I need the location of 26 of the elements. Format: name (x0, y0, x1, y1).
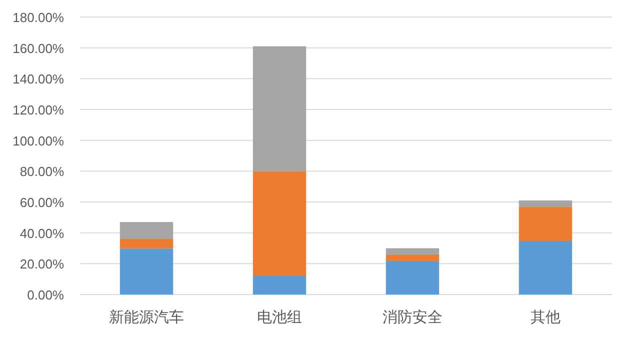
y-tick-label: 160.00% (12, 40, 64, 56)
bar (252, 46, 306, 172)
bar (518, 200, 572, 207)
y-tick-label: 0.00% (27, 288, 64, 302)
y-tick-label: 100.00% (12, 133, 64, 148)
y-tick-label: 180.00% (12, 10, 64, 25)
y-tick-label: 40.00% (20, 226, 64, 241)
y-tick-label: 20.00% (20, 256, 64, 272)
bar (120, 248, 174, 294)
bar (518, 206, 572, 241)
x-tick-label: 电池组 (257, 309, 302, 326)
bar (518, 240, 572, 294)
bar (386, 248, 440, 254)
bar (252, 171, 306, 276)
bar (120, 222, 174, 239)
x-tick-label: 消防安全 (382, 309, 442, 326)
bar (252, 276, 306, 294)
y-tick-label: 80.00% (20, 164, 64, 180)
bar (120, 239, 174, 248)
bar (386, 254, 440, 261)
bar (386, 260, 440, 294)
y-tick-label: 140.00% (12, 72, 64, 87)
y-tick-label: 60.00% (20, 195, 64, 210)
y-tick-label: 120.00% (12, 102, 64, 118)
x-tick-label: 其他 (530, 309, 560, 326)
x-tick-label: 新能源汽车 (109, 309, 184, 326)
